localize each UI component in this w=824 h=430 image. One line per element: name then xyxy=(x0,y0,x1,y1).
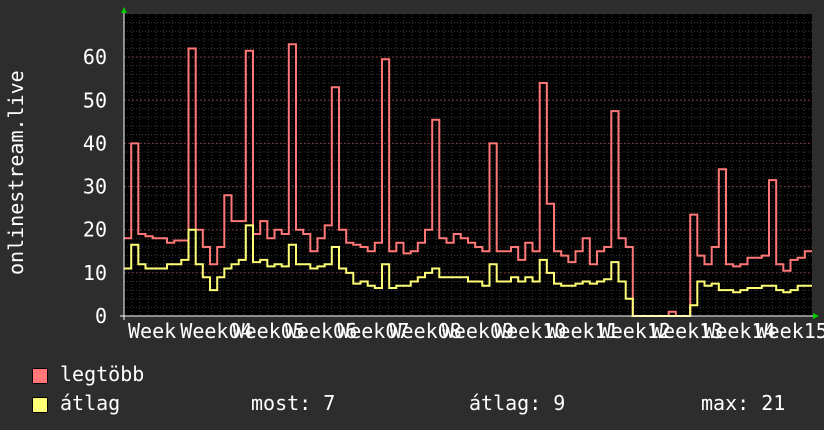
x-axis-arrow xyxy=(813,313,819,319)
stat-max: max: 21 xyxy=(701,391,786,415)
stat-most: most: 7 xyxy=(251,391,336,415)
legend-swatch xyxy=(32,367,48,384)
x-tick-label: Week13 xyxy=(651,319,723,343)
x-tick-labels: Week Week04Week05Week06Week07Week08Week09… xyxy=(128,319,824,343)
y-tick-label: 30 xyxy=(83,175,107,199)
legend-item-legtobb: legtöbb xyxy=(32,362,144,386)
y-tick-label: 10 xyxy=(83,261,107,285)
series-line-legtobb xyxy=(124,43,812,317)
legend-item-atlag: átlag xyxy=(32,391,120,415)
x-tick-label: Week15 xyxy=(756,319,824,343)
legend-label: átlag xyxy=(60,391,121,415)
x-tick-label: Week07 xyxy=(337,319,409,343)
x-tick-label: Week14 xyxy=(703,319,775,343)
x-tick-label: Week06 xyxy=(285,319,357,343)
y-axis-arrow xyxy=(121,7,127,13)
y-tick-label: 60 xyxy=(83,45,107,69)
x-tick-label: Week xyxy=(128,319,176,343)
y-tick-label: 0 xyxy=(95,304,107,328)
y-tick-labels: 0 10 20 30 40 50 60 xyxy=(83,45,107,328)
series-line-atlag xyxy=(124,224,812,317)
grid xyxy=(124,14,812,316)
legend-swatch xyxy=(32,396,48,413)
x-tick-label: Week10 xyxy=(494,319,566,343)
y-tick-label: 20 xyxy=(83,218,107,242)
y-axis-label: onlinestream.live xyxy=(4,70,28,275)
y-tick-label: 50 xyxy=(83,88,107,112)
x-tick-label: Week12 xyxy=(599,319,671,343)
y-tick-label: 40 xyxy=(83,131,107,155)
x-tick-label: Week11 xyxy=(546,319,618,343)
stat-atlag: átlag: 9 xyxy=(469,391,566,415)
x-tick-label: Week04 xyxy=(180,319,252,343)
x-tick-label: Week09 xyxy=(442,319,514,343)
legend-label: legtöbb xyxy=(60,362,145,386)
series-lines xyxy=(124,43,812,317)
x-tick-label: Week05 xyxy=(233,319,305,343)
x-tick-label: Week08 xyxy=(390,319,462,343)
